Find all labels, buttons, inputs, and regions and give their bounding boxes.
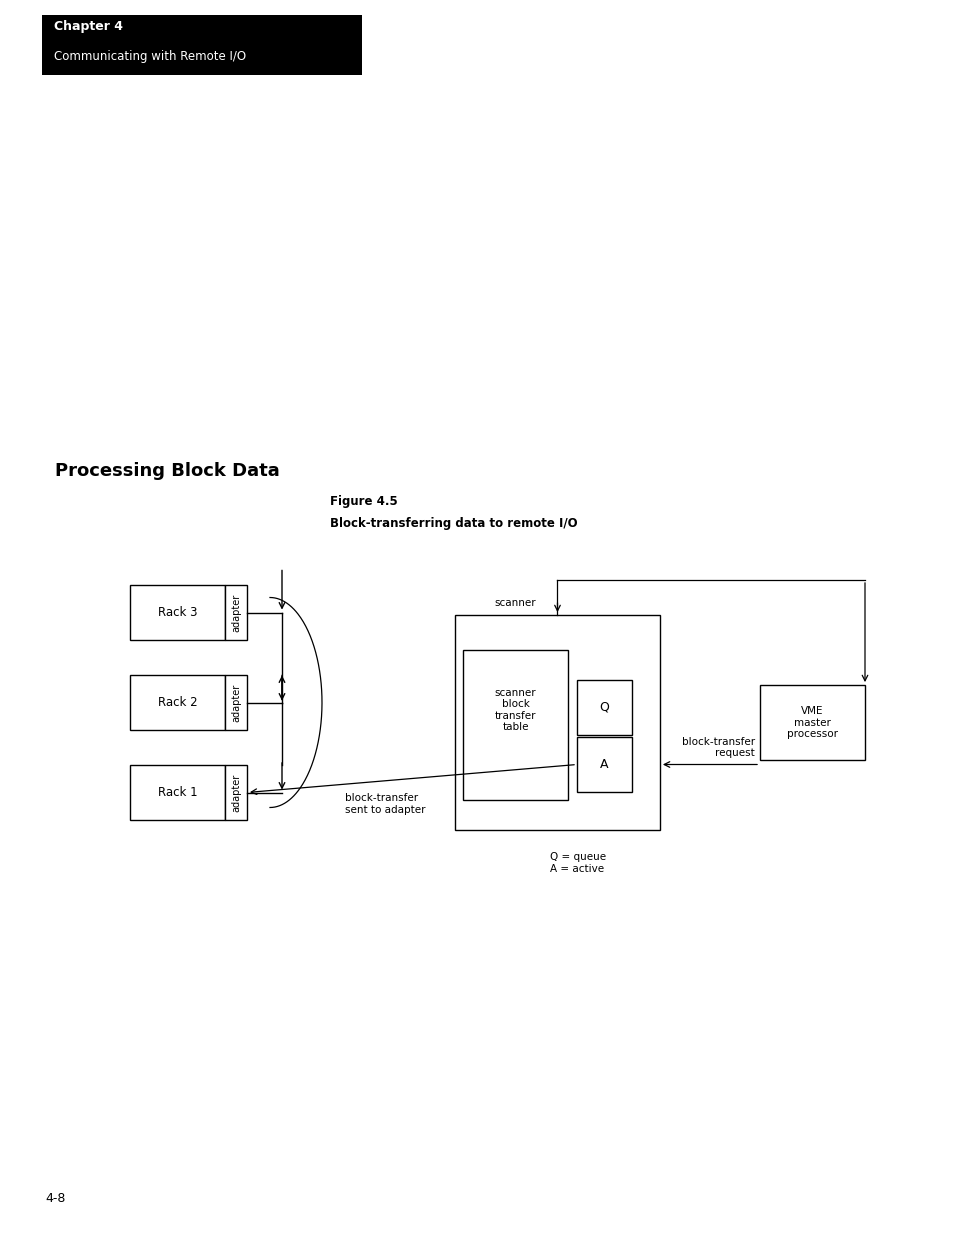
Bar — [462, 650, 567, 800]
Bar — [130, 676, 225, 730]
Text: 4-8: 4-8 — [45, 1192, 66, 1205]
FancyBboxPatch shape — [42, 15, 361, 75]
Bar — [577, 680, 631, 735]
Bar — [225, 764, 247, 820]
Text: A: A — [599, 758, 608, 771]
Text: Q: Q — [598, 701, 609, 714]
Text: Rack 2: Rack 2 — [157, 697, 197, 709]
Bar — [760, 685, 864, 760]
Text: Rack 1: Rack 1 — [157, 785, 197, 799]
Text: VME
master
processor: VME master processor — [786, 706, 837, 739]
Bar — [130, 585, 225, 640]
Text: scanner
block
transfer
table: scanner block transfer table — [495, 688, 536, 732]
Text: block-transfer
request: block-transfer request — [681, 737, 754, 758]
Text: adapter: adapter — [231, 593, 241, 631]
Bar — [455, 615, 659, 830]
Text: Processing Block Data: Processing Block Data — [55, 462, 279, 480]
Text: Chapter 4: Chapter 4 — [54, 20, 123, 33]
Text: Figure 4.5: Figure 4.5 — [330, 495, 397, 508]
Text: Communicating with Remote I/O: Communicating with Remote I/O — [54, 49, 246, 63]
Text: Q = queue
A = active: Q = queue A = active — [550, 852, 605, 873]
Bar — [577, 737, 631, 792]
Text: adapter: adapter — [231, 773, 241, 811]
Bar — [130, 764, 225, 820]
Bar — [225, 676, 247, 730]
Text: adapter: adapter — [231, 683, 241, 721]
Text: Block-transferring data to remote I/O: Block-transferring data to remote I/O — [330, 517, 577, 530]
Text: scanner: scanner — [494, 598, 536, 608]
Bar — [225, 585, 247, 640]
Text: Rack 3: Rack 3 — [157, 606, 197, 619]
Text: block-transfer
sent to adapter: block-transfer sent to adapter — [345, 793, 425, 815]
